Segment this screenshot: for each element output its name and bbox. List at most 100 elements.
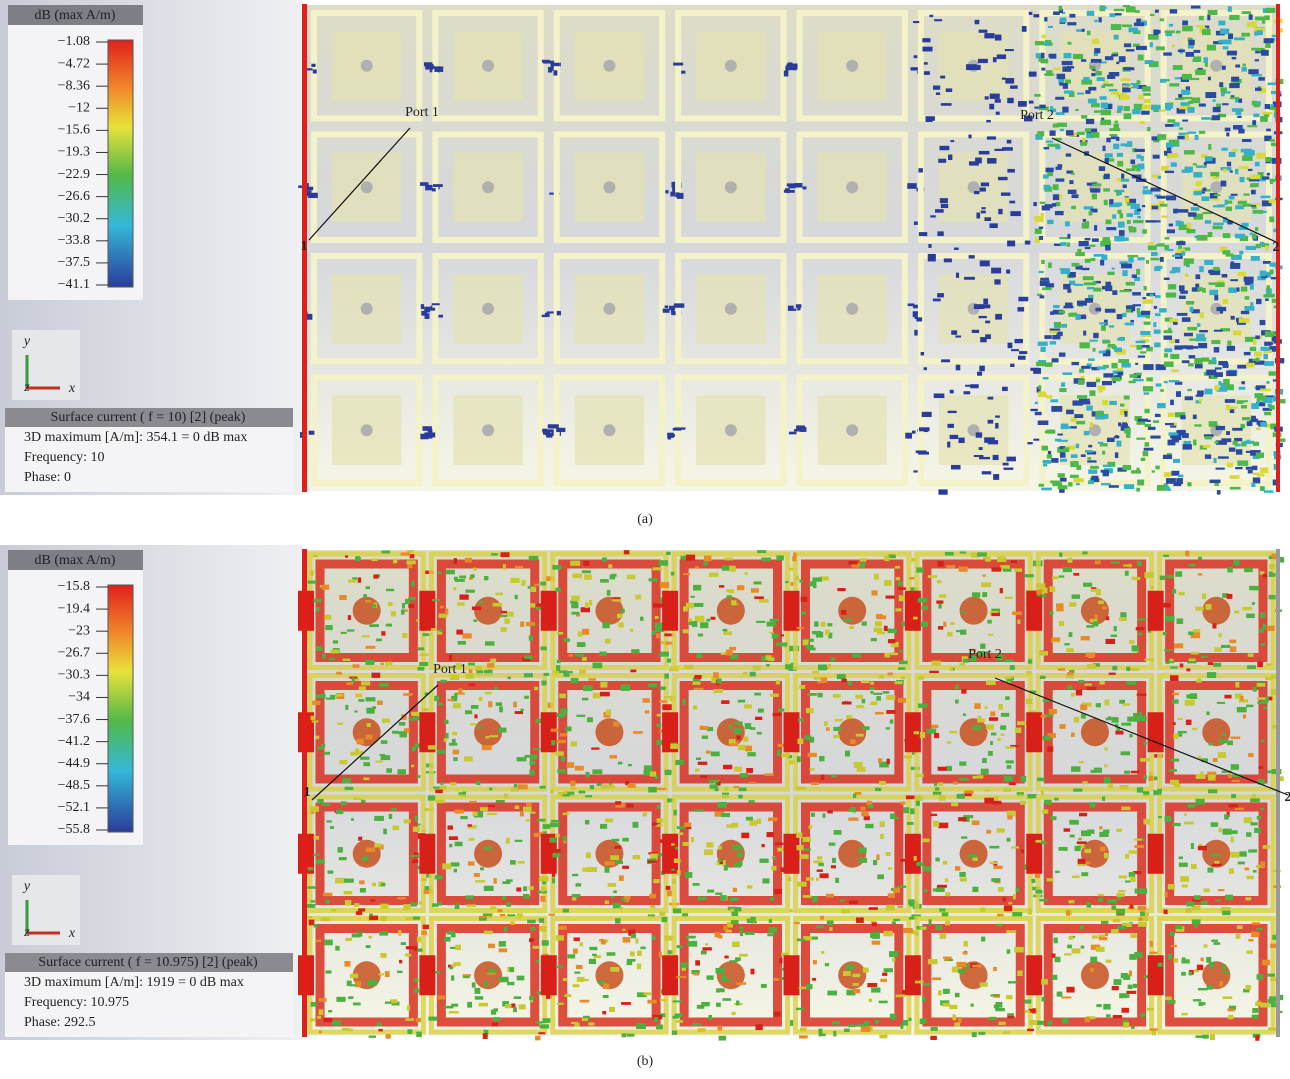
current-arrow: [601, 784, 609, 788]
current-arrow: [979, 366, 985, 372]
current-arrow: [895, 681, 903, 684]
port-label: Port 2: [1020, 108, 1054, 123]
current-arrow: [1182, 433, 1189, 438]
panel: dB (max A/m)−15.8−19.4−23−26.7−30.3−34−3…: [0, 545, 1290, 1069]
current-arrow: [916, 862, 923, 866]
current-arrow: [561, 756, 565, 761]
current-arrow: [569, 654, 573, 656]
current-arrow: [951, 330, 957, 334]
current-arrow: [507, 982, 514, 985]
current-arrow: [582, 657, 587, 661]
current-arrow: [361, 800, 365, 803]
current-arrow: [901, 677, 906, 680]
current-arrow: [1137, 694, 1147, 696]
current-arrow: [1041, 488, 1052, 491]
current-arrow: [1227, 463, 1233, 468]
current-arrow: [667, 890, 672, 896]
current-arrow: [1226, 207, 1232, 211]
current-arrow: [468, 861, 475, 865]
current-arrow: [648, 860, 658, 862]
current-arrow: [869, 999, 872, 1002]
current-arrow: [934, 782, 937, 786]
current-arrow: [818, 863, 823, 866]
current-arrow: [1195, 135, 1199, 140]
current-arrow: [1005, 78, 1014, 84]
current-arrow: [460, 816, 467, 819]
current-arrow: [1251, 74, 1262, 76]
current-arrow: [1067, 22, 1076, 25]
current-arrow: [1108, 344, 1116, 348]
current-arrow: [1090, 66, 1096, 69]
current-arrow: [729, 566, 736, 572]
current-arrow: [529, 886, 534, 890]
current-arrow: [342, 778, 351, 783]
current-arrow: [549, 914, 555, 916]
current-arrow: [960, 878, 967, 882]
current-arrow: [385, 1034, 390, 1038]
current-arrow: [682, 968, 686, 971]
current-arrow: [886, 852, 891, 856]
current-arrow: [806, 877, 814, 880]
current-arrow: [876, 696, 881, 701]
current-arrow: [315, 736, 319, 739]
current-arrow: [516, 887, 521, 891]
current-arrow: [1129, 872, 1136, 877]
current-arrow: [1129, 971, 1132, 977]
current-arrow: [1100, 260, 1104, 266]
junction: [1148, 591, 1164, 631]
current-arrow: [1252, 794, 1256, 798]
current-arrow: [502, 896, 506, 900]
current-arrow: [1138, 633, 1142, 636]
current-arrow: [899, 661, 908, 665]
current-arrow: [1202, 1002, 1205, 1005]
current-arrow: [504, 619, 510, 624]
current-arrow: [459, 576, 466, 579]
via-hotspot: [717, 961, 745, 989]
current-arrow: [1235, 234, 1245, 237]
current-arrow: [1077, 132, 1085, 135]
current-arrow: [779, 958, 782, 964]
current-arrow: [1229, 196, 1235, 200]
current-arrow: [986, 830, 991, 834]
current-arrow: [723, 631, 732, 635]
current-arrow: [444, 937, 451, 942]
current-arrow: [1263, 574, 1267, 578]
current-arrow: [1006, 270, 1010, 274]
current-arrow: [1095, 560, 1101, 564]
current-arrow: [765, 773, 774, 776]
current-arrow: [1108, 784, 1113, 788]
current-arrow: [898, 698, 906, 703]
current-arrow: [1165, 171, 1174, 173]
current-arrow: [882, 973, 887, 976]
current-arrow: [928, 575, 937, 578]
current-arrow: [444, 720, 448, 724]
current-arrow: [1207, 45, 1216, 51]
current-arrow: [873, 693, 882, 695]
current-arrow: [1071, 417, 1077, 421]
current-arrow: [968, 854, 977, 857]
current-arrow: [1047, 878, 1054, 881]
current-arrow: [440, 786, 447, 790]
current-arrow: [1155, 313, 1161, 316]
via: [482, 181, 494, 193]
current-arrow: [918, 598, 928, 603]
current-arrow: [663, 309, 670, 313]
junction: [1026, 834, 1042, 874]
current-arrow: [747, 919, 753, 923]
current-arrow: [344, 961, 350, 967]
via: [482, 60, 494, 72]
current-arrow: [995, 415, 1000, 417]
current-arrow: [1069, 14, 1075, 18]
current-arrow: [1211, 198, 1219, 200]
current-arrow: [1044, 335, 1051, 339]
current-arrow: [1229, 640, 1236, 644]
current-arrow: [382, 550, 390, 553]
current-arrow: [875, 712, 884, 715]
current-arrow: [664, 674, 669, 679]
current-arrow: [434, 696, 439, 701]
current-arrow: [1156, 266, 1162, 269]
current-arrow: [1166, 293, 1176, 298]
current-arrow: [1090, 968, 1093, 972]
current-arrow: [754, 581, 762, 584]
junction: [1026, 591, 1042, 631]
